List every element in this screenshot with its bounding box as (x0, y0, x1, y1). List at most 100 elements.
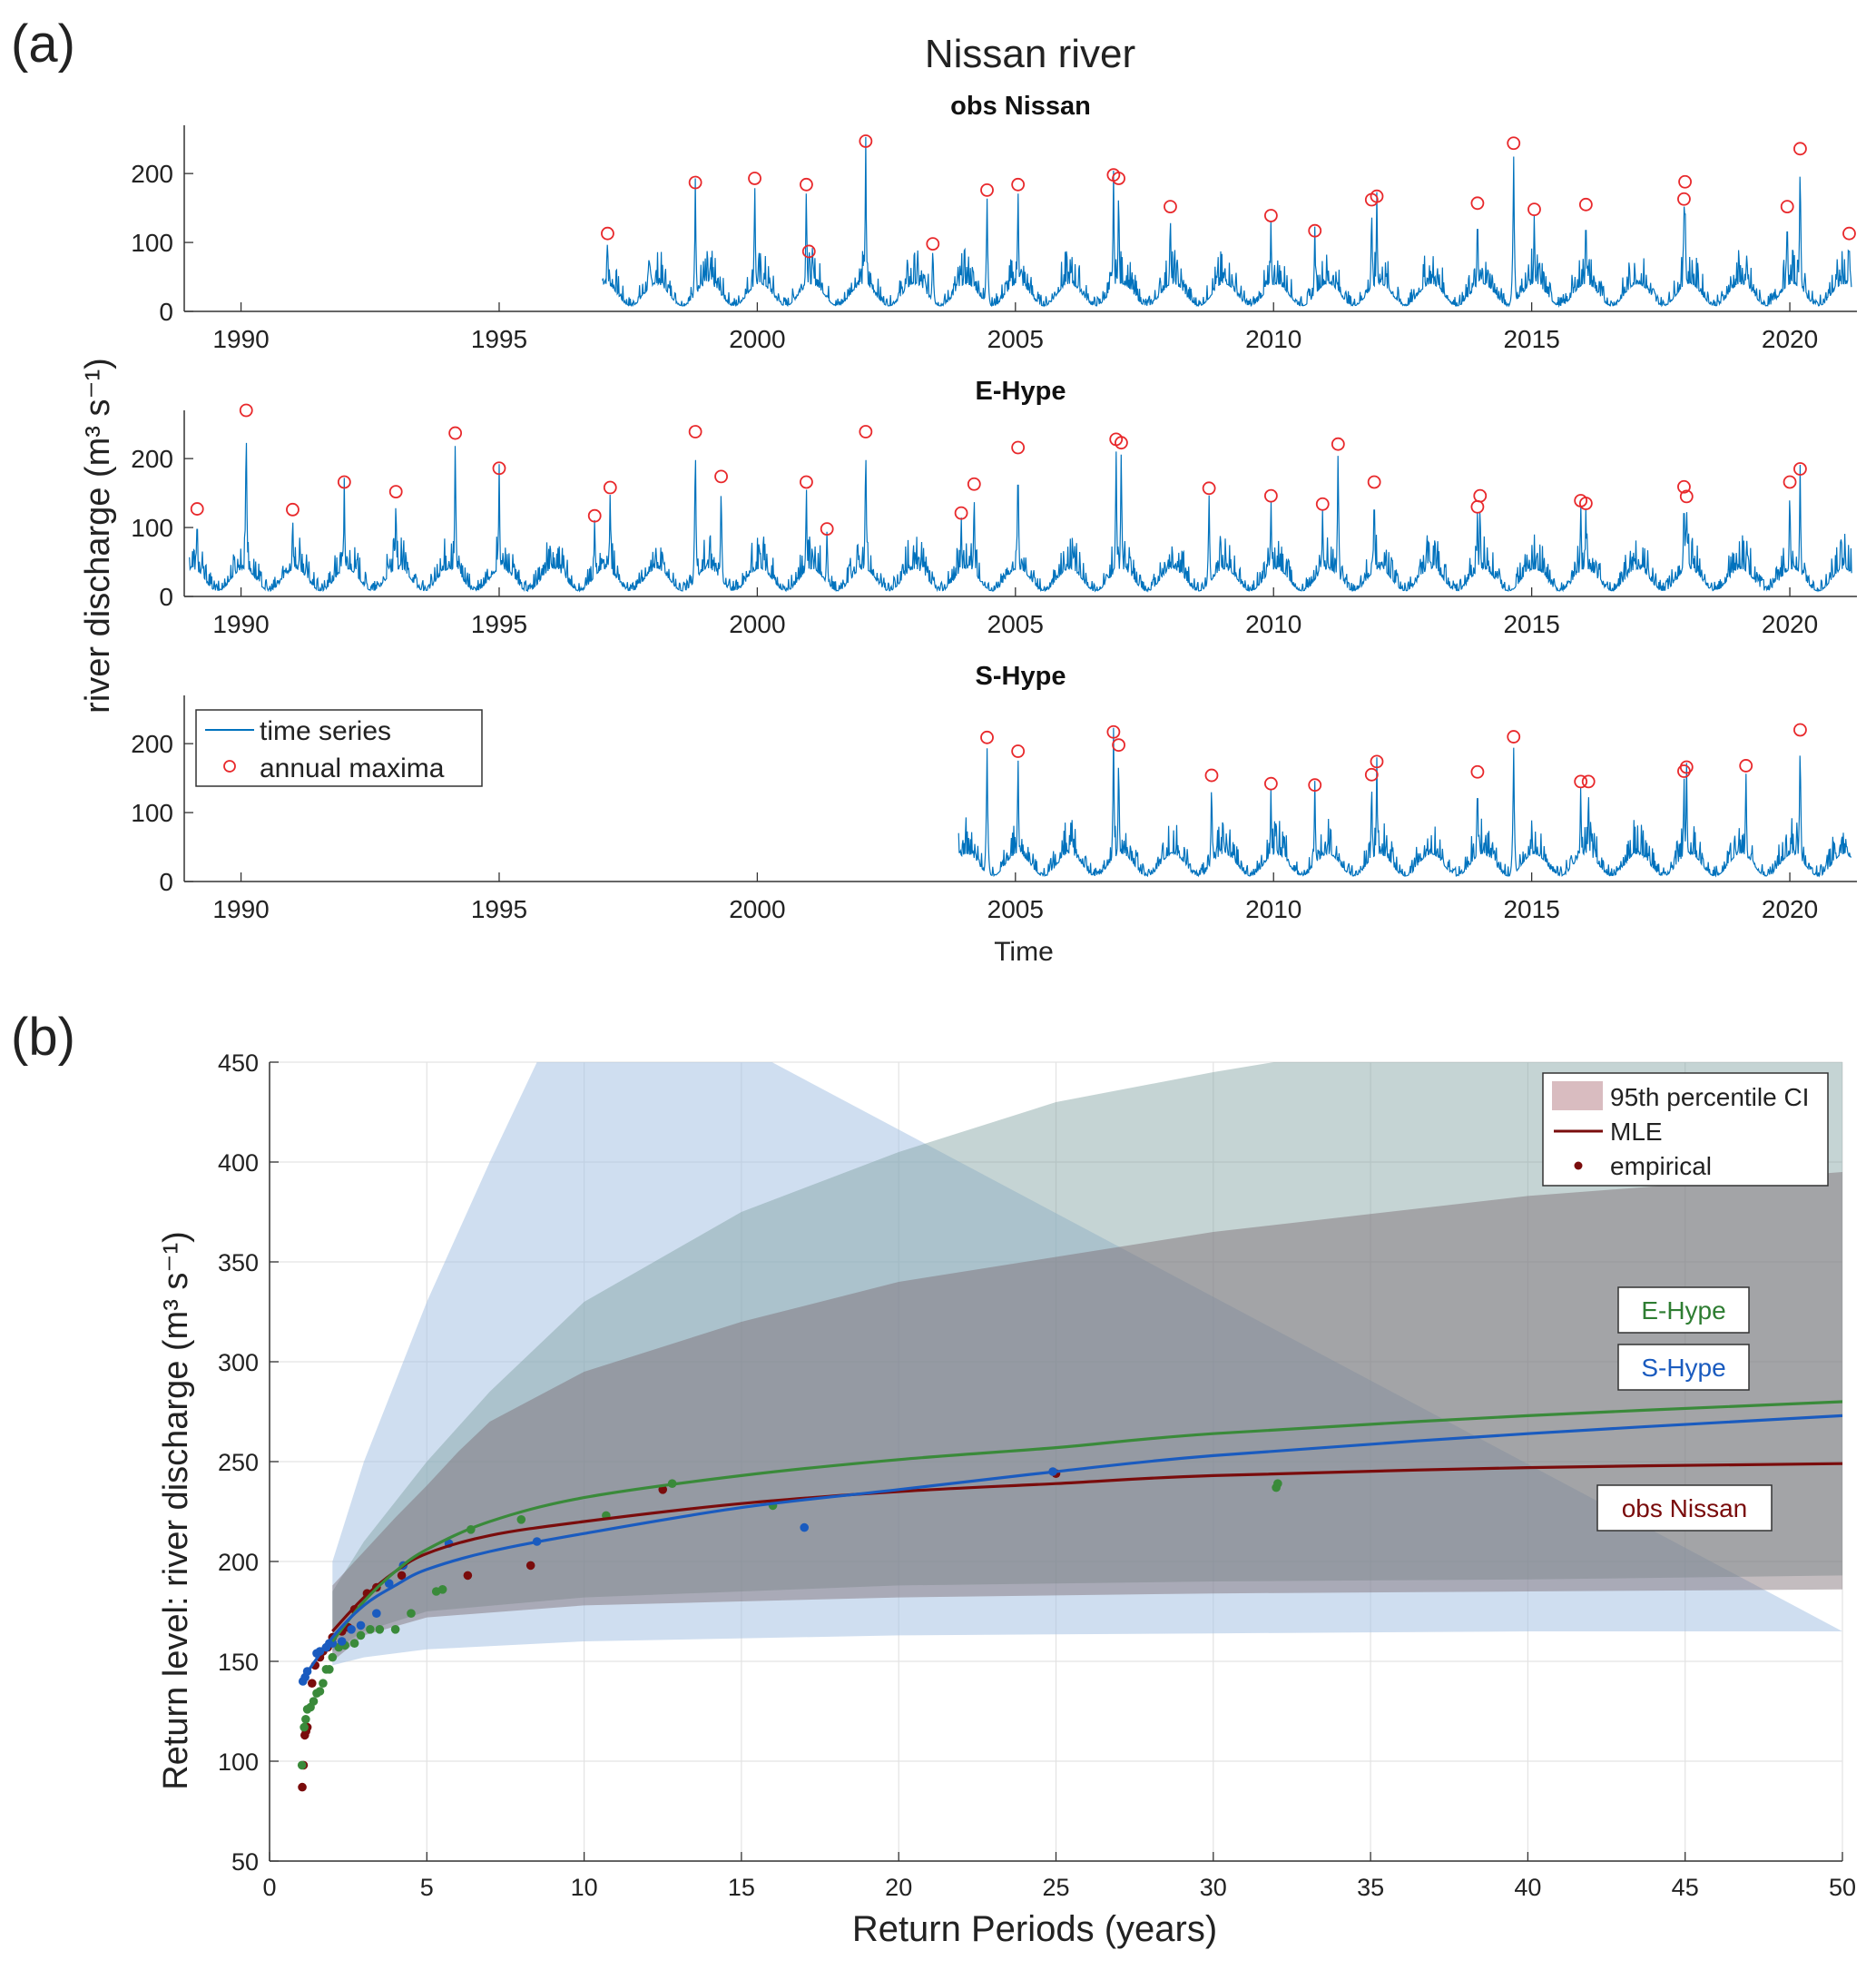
x-tick-label: 20 (885, 1874, 912, 1901)
x-tick-label: 10 (571, 1874, 598, 1901)
panel-b-xlabel: Return Periods (years) (852, 1909, 1217, 1949)
x-tick-label: 45 (1672, 1874, 1699, 1901)
x-tick-label: 0 (262, 1874, 276, 1901)
x-tick-label: 2000 (729, 325, 785, 353)
annual-maximum-marker (980, 182, 994, 197)
annual-maximum-marker (1011, 440, 1026, 455)
empirical-point-obs-nissan (658, 1485, 668, 1494)
annual-maximum-marker (601, 226, 614, 241)
annual-maximum-marker (1783, 475, 1797, 489)
empirical-point-e-hype (300, 1722, 309, 1732)
panel-b-ylabel: Return level: river discharge (m³ s⁻¹) (157, 1231, 195, 1790)
plot-content (297, 1062, 1842, 1792)
empirical-point-e-hype (319, 1679, 328, 1688)
annual-maximum-marker (1793, 723, 1807, 737)
y-tick-label: 0 (159, 868, 173, 896)
annual-maximum-marker (1679, 760, 1694, 774)
annual-maximum-marker (1793, 142, 1807, 156)
annual-maximum-marker (1470, 196, 1485, 211)
x-tick-label: 2010 (1245, 895, 1301, 923)
x-tick-label: 2015 (1503, 610, 1559, 638)
y-tick-label: 200 (218, 1549, 259, 1576)
series-line-e-hype (189, 442, 1852, 593)
empirical-point-s-hype (384, 1579, 394, 1588)
empirical-point-e-hype (390, 1625, 400, 1634)
y-tick-label: 450 (218, 1049, 259, 1077)
annual-maximum-marker (1581, 774, 1596, 789)
y-tick-label: 100 (131, 229, 173, 257)
panel-a-xlabel: Time (994, 937, 1054, 967)
ci-band-e-hype (332, 1062, 1842, 1651)
subplot-title-s-hype: S-Hype (976, 662, 1066, 691)
empirical-point-e-hype (315, 1687, 325, 1696)
legend-annual-maxima-marker (223, 760, 236, 773)
y-tick-label: 50 (231, 1848, 259, 1876)
annual-maximum-marker (1202, 481, 1216, 496)
annual-maximum-marker (1011, 744, 1026, 758)
subplot-title-e-hype: E-Hype (976, 377, 1066, 406)
x-tick-label: 2020 (1762, 325, 1818, 353)
annual-maximum-marker (1793, 462, 1807, 476)
annual-maximum-marker (1263, 776, 1278, 791)
annual-maximum-marker (1780, 200, 1794, 213)
y-tick-label: 200 (131, 730, 173, 758)
empirical-point-e-hype (516, 1515, 526, 1524)
annual-maximum-marker (1263, 488, 1278, 503)
empirical-point-e-hype (309, 1697, 319, 1706)
annual-maximum-marker (859, 425, 873, 438)
annual-maximum-marker (1470, 499, 1485, 514)
annual-maximum-marker (1574, 774, 1588, 789)
annual-maximum-marker (967, 477, 981, 491)
return-level-plot: 50 100 150 200 250 300 350 400 450 0 5 10 15 20 25 30 35… (218, 1049, 1856, 1901)
annual-maximum-marker (1315, 497, 1330, 511)
annual-maximum-marker (1112, 738, 1125, 753)
annual-maximum-marker (1677, 479, 1691, 494)
x-tick-label: 30 (1200, 1874, 1227, 1901)
annual-maximum-marker (1370, 754, 1384, 769)
empirical-point-s-hype (356, 1620, 366, 1630)
annual-maximum-marker (800, 475, 813, 489)
y-tick-label: 0 (159, 583, 173, 611)
subplot-e-hype: E-Hype 0 100 200 1990 1995 2000 2005 2010 2015 202… (131, 377, 1857, 638)
annual-maximum-marker (1842, 226, 1856, 241)
subplot-s-hype: S-Hype 0 100 200 1990 1995 2000 2005 2010 2015 202… (131, 662, 1857, 923)
y-tick-label: 200 (131, 160, 173, 188)
empirical-point-obs-nissan (525, 1561, 535, 1571)
y-tick-label: 100 (131, 799, 173, 827)
annual-maximum-marker (954, 506, 968, 520)
x-tick-label: 1995 (471, 895, 527, 923)
annual-maximum-marker (492, 461, 506, 476)
x-tick-label: 2010 (1245, 610, 1301, 638)
x-tick-label: 1995 (471, 325, 527, 353)
empirical-point-e-hype (349, 1639, 359, 1648)
annual-maximum-marker (1739, 759, 1753, 773)
annual-maximum-marker (1331, 437, 1345, 451)
tag-e-hype: E-Hype (1617, 1286, 1750, 1334)
x-tick-label: 2020 (1762, 610, 1818, 638)
legend-ci-label: 95th percentile CI (1610, 1083, 1809, 1111)
empirical-point-s-hype (372, 1609, 381, 1618)
x-tick-label: 40 (1514, 1874, 1541, 1901)
annual-maximum-marker (1473, 488, 1488, 503)
annual-maximum-marker (1370, 189, 1384, 203)
x-tick-label: 15 (728, 1874, 755, 1901)
annual-maximum-marker (1011, 177, 1026, 192)
subplot-title-obs-nissan: obs Nissan (950, 92, 1091, 121)
annual-maximum-marker (1507, 730, 1521, 744)
x-tick-label: 1995 (471, 610, 527, 638)
empirical-point-obs-nissan (307, 1679, 317, 1688)
empirical-point-e-hype (297, 1760, 307, 1770)
y-tick-label: 250 (218, 1449, 259, 1476)
panel-a-suptitle: Nissan river (925, 32, 1135, 76)
annual-maximum-marker (1164, 200, 1177, 213)
empirical-point-s-hype (337, 1637, 347, 1646)
annual-maximum-marker (859, 134, 873, 148)
empirical-point-e-hype (301, 1715, 310, 1724)
legend-ci-swatch (1552, 1081, 1603, 1110)
annual-maximum-marker (1106, 724, 1121, 739)
annual-maximum-marker (1679, 489, 1694, 504)
annual-maximum-marker (388, 485, 403, 498)
annual-maximum-marker (337, 475, 351, 489)
x-tick-label: 5 (420, 1874, 434, 1901)
x-tick-label: 2005 (987, 610, 1044, 638)
